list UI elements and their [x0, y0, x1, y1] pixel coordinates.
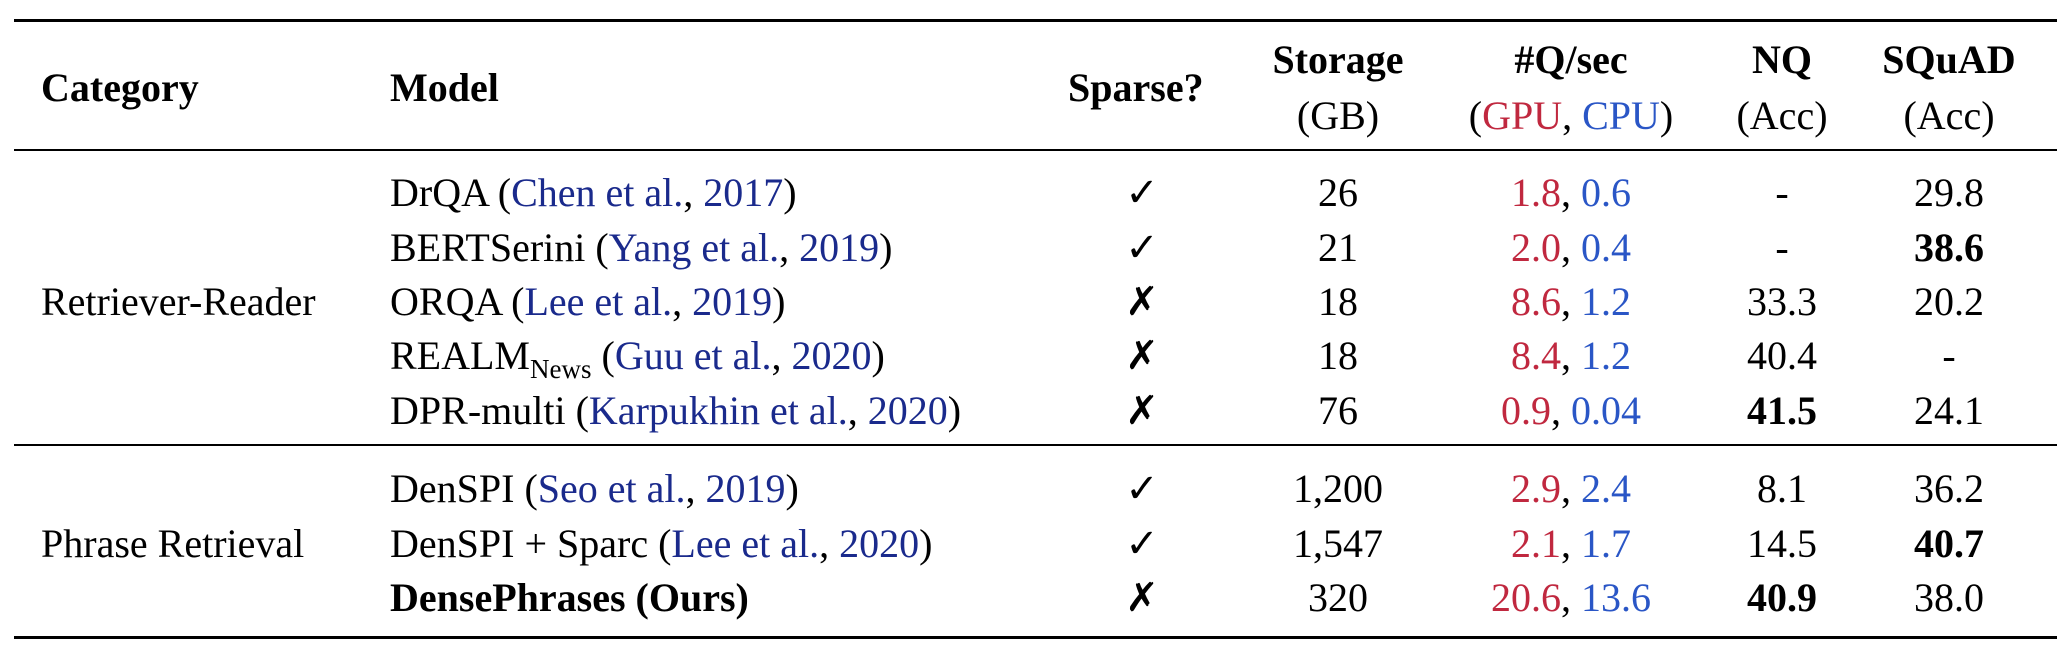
header-cpu-label: CPU: [1582, 93, 1660, 138]
header-gpu-label: GPU: [1482, 93, 1563, 138]
bottom-rule: [14, 636, 2057, 639]
header-model: Model: [390, 65, 499, 110]
header-qps: #Q/sec: [1514, 37, 1628, 82]
citation-year-link[interactable]: 2019: [705, 466, 786, 511]
citation-year-link[interactable]: 2020: [839, 521, 920, 566]
qps-cell: 0.9, 0.04: [1501, 388, 1641, 433]
top-rule: [14, 19, 2057, 22]
citation-link[interactable]: Lee et al.: [524, 279, 673, 324]
citation-link[interactable]: Guu et al.: [614, 333, 772, 378]
qps-cell: 2.1, 1.7: [1511, 521, 1631, 566]
model-cell: BERTSerini (Yang et al., 2019): [390, 225, 893, 270]
nq-cell: 33.3: [1747, 279, 1817, 324]
header-storage: Storage: [1272, 37, 1404, 82]
storage-cell: 18: [1318, 333, 1358, 378]
citation-link[interactable]: Yang et al.: [608, 225, 780, 270]
squad-cell: 36.2: [1914, 466, 1984, 511]
qps-cell: 20.6, 13.6: [1491, 575, 1651, 620]
model-cell: DensePhrases (Ours): [390, 575, 749, 620]
model-cell: DenSPI + Sparc (Lee et al., 2020): [390, 521, 933, 566]
sparse-cross-icon: ✗: [1125, 279, 1159, 324]
header-squad-unit: (Acc): [1903, 93, 1995, 138]
header-category: Category: [41, 65, 199, 110]
nq-cell: 40.9: [1747, 575, 1817, 620]
model-cell: REALMNews (Guu et al., 2020): [390, 333, 885, 384]
citation-year-link[interactable]: 2019: [692, 279, 773, 324]
nq-cell: 8.1: [1757, 466, 1807, 511]
squad-cell: -: [1942, 333, 1956, 378]
sparse-cross-icon: ✗: [1125, 333, 1159, 378]
squad-cell: 40.7: [1914, 521, 1984, 566]
squad-cell: 29.8: [1914, 170, 1984, 215]
citation-link[interactable]: Lee et al.: [671, 521, 820, 566]
group-label-retriever-reader: Retriever-Reader: [41, 279, 316, 324]
squad-cell: 20.2: [1914, 279, 1984, 324]
nq-cell: -: [1775, 170, 1789, 215]
header-sparse: Sparse?: [1068, 65, 1204, 110]
citation-link[interactable]: Seo et al.: [537, 466, 686, 511]
squad-cell: 24.1: [1914, 388, 1984, 433]
qps-cell: 2.0, 0.4: [1511, 225, 1631, 270]
header-qps-unit: (GPU, CPU): [1468, 93, 1674, 138]
sparse-cross-icon: ✗: [1125, 388, 1159, 433]
model-cell: DenSPI (Seo et al., 2019): [390, 466, 799, 511]
storage-cell: 18: [1318, 279, 1358, 324]
model-subscript: News: [530, 354, 592, 384]
storage-cell: 26: [1318, 170, 1358, 215]
sparse-cross-icon: ✗: [1125, 575, 1159, 620]
header-rule: [14, 149, 2057, 151]
sparse-check-icon: ✓: [1125, 521, 1159, 566]
qps-cell: 2.9, 2.4: [1511, 466, 1631, 511]
qps-cell: 8.4, 1.2: [1511, 333, 1631, 378]
storage-cell: 21: [1318, 225, 1358, 270]
group-label-phrase-retrieval: Phrase Retrieval: [41, 521, 305, 566]
model-cell: DPR-multi (Karpukhin et al., 2020): [390, 388, 962, 433]
qps-cell: 1.8, 0.6: [1511, 170, 1631, 215]
citation-year-link[interactable]: 2020: [791, 333, 872, 378]
sparse-check-icon: ✓: [1125, 466, 1159, 511]
sparse-check-icon: ✓: [1125, 225, 1159, 270]
nq-cell: 14.5: [1747, 521, 1817, 566]
storage-cell: 1,547: [1293, 521, 1383, 566]
citation-year-link[interactable]: 2017: [703, 170, 784, 215]
qps-cell: 8.6, 1.2: [1511, 279, 1631, 324]
storage-cell: 76: [1318, 388, 1358, 433]
squad-cell: 38.0: [1914, 575, 1984, 620]
model-cell: DrQA (Chen et al., 2017): [390, 170, 797, 215]
citation-link[interactable]: Chen et al.: [511, 170, 684, 215]
squad-cell: 38.6: [1914, 225, 1984, 270]
header-nq: NQ: [1752, 37, 1812, 82]
header-nq-unit: (Acc): [1736, 93, 1828, 138]
sparse-check-icon: ✓: [1125, 170, 1159, 215]
header-squad: SQuAD: [1882, 37, 2016, 82]
nq-cell: 40.4: [1747, 333, 1817, 378]
citation-year-link[interactable]: 2019: [799, 225, 880, 270]
group-rule: [14, 444, 2057, 446]
header-storage-unit: (GB): [1296, 93, 1380, 138]
citation-link[interactable]: Karpukhin et al.: [588, 388, 848, 433]
model-cell: ORQA (Lee et al., 2019): [390, 279, 786, 324]
storage-cell: 1,200: [1293, 466, 1383, 511]
citation-year-link[interactable]: 2020: [867, 388, 948, 433]
nq-cell: 41.5: [1747, 388, 1817, 433]
storage-cell: 320: [1308, 575, 1368, 620]
nq-cell: -: [1775, 225, 1789, 270]
